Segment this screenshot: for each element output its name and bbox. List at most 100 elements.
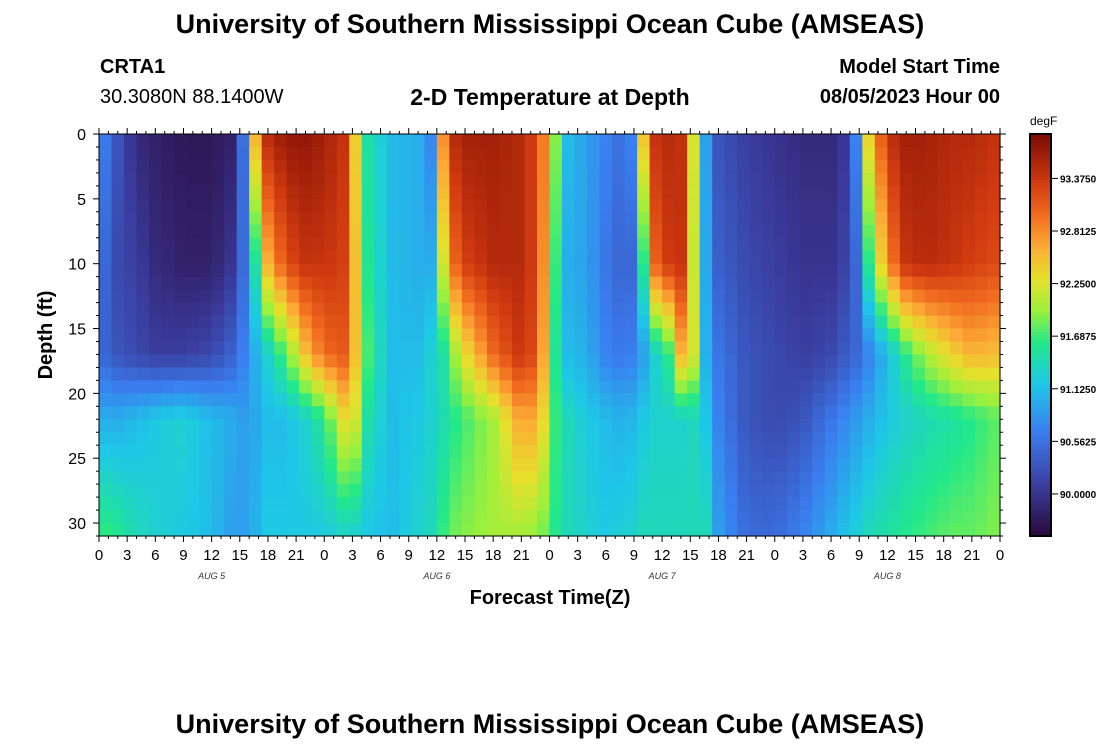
heatmap-cell [374,146,388,161]
heatmap-cell [974,237,989,252]
heatmap-cell [399,172,413,187]
heatmap-cell [161,523,175,537]
heatmap-cell [299,159,313,174]
heatmap-cell [962,302,976,317]
heatmap-cell [536,432,551,446]
heatmap-cell [899,134,913,148]
heatmap-cell [799,380,813,394]
colorbar-segment [1030,228,1051,233]
heatmap-cell [399,510,413,524]
heatmap-cell [574,497,588,511]
colorbar-segment [1030,441,1051,445]
heatmap-cell [424,211,438,226]
heatmap-cell [837,315,851,330]
x-tick-label: 18 [710,547,727,564]
heatmap-cell [949,159,964,174]
heatmap-cell [474,276,488,291]
heatmap-cell [299,354,313,369]
heatmap-cell [699,146,713,161]
heatmap-cell [424,237,438,252]
heatmap-cell [687,445,701,459]
x-tick-label: 0 [771,547,779,564]
heatmap-cell [862,198,876,213]
heatmap-cell [486,315,501,330]
heatmap-cell [249,341,263,356]
heatmap-cell [511,198,526,213]
heatmap-cell [599,432,613,446]
heatmap-cell [111,484,125,498]
heatmap-cell [787,263,801,278]
heatmap-cell [149,419,163,433]
heatmap-cell [837,510,851,524]
heatmap-cell [136,328,150,343]
heatmap-cell [787,367,801,381]
heatmap-cell [386,341,400,356]
heatmap-cell [649,315,663,330]
heatmap-cell [436,523,450,537]
heatmap-cell [124,367,138,381]
heatmap-cell [374,458,388,472]
heatmap-cell [411,276,425,291]
heatmap-cell [774,341,788,356]
heatmap-cell [424,523,438,537]
heatmap-cell [236,315,250,330]
heatmap-cell [562,380,576,394]
heatmap-cell [336,367,350,381]
heatmap-cell [637,185,651,200]
heatmap-cell [974,159,989,174]
heatmap-cell [649,159,663,174]
heatmap-cell [436,393,450,407]
heatmap-cell [474,198,488,213]
heatmap-cell [161,159,175,174]
heatmap-cell [624,445,638,459]
heatmap-cell [924,172,939,187]
heatmap-cell [199,380,213,394]
colorbar-segment [1030,268,1051,273]
heatmap-cell [99,406,113,420]
heatmap-cell [286,250,300,265]
heatmap-cell [862,315,876,330]
heatmap-cell [549,432,563,446]
heatmap-cell [949,146,964,161]
heatmap-cell [186,211,200,226]
heatmap-cell [599,341,613,356]
heatmap-cell [962,172,976,187]
colorbar-segment [1030,395,1051,399]
heatmap-cell [411,146,425,161]
heatmap-cell [862,445,876,459]
heatmap-cell [124,289,138,304]
heatmap-cell [874,354,888,369]
heatmap-cell [449,250,463,265]
heatmap-cell [712,354,726,369]
heatmap-cell [687,497,701,511]
heatmap-cell [974,367,989,381]
heatmap-cell [361,380,375,394]
heatmap-cell [524,406,538,420]
heatmap-cell [461,134,476,148]
heatmap-cell [824,134,838,148]
heatmap-cell [562,289,576,304]
heatmap-cell [837,185,851,200]
heatmap-cell [687,341,701,356]
heatmap-cell [386,302,400,317]
heatmap-cell [374,211,388,226]
heatmap-cell [662,523,676,537]
heatmap-cell [649,393,663,407]
axes: 0 3 6 9 12 15 18 21 0 3 6 9 12 15 18 21 0 3 6 9 12 15 18 21 0 3 6 9… [68,127,1006,581]
heatmap-cell [762,510,776,524]
heatmap-cell [261,146,275,161]
colorbar-segment [1030,251,1051,256]
heatmap-cell [574,172,588,187]
heatmap-cell [299,393,313,407]
heatmap-cell [762,419,776,433]
heatmap-cell [849,172,863,187]
colorbar-segment [1030,245,1051,250]
heatmap-cell [824,211,838,226]
heatmap-cell [937,198,951,213]
heatmap-cell [324,367,338,381]
heatmap-cell [186,445,200,459]
heatmap-cell [762,393,776,407]
heatmap-cell [336,354,350,369]
heatmap-cell [774,198,788,213]
heatmap-cell [461,419,476,433]
